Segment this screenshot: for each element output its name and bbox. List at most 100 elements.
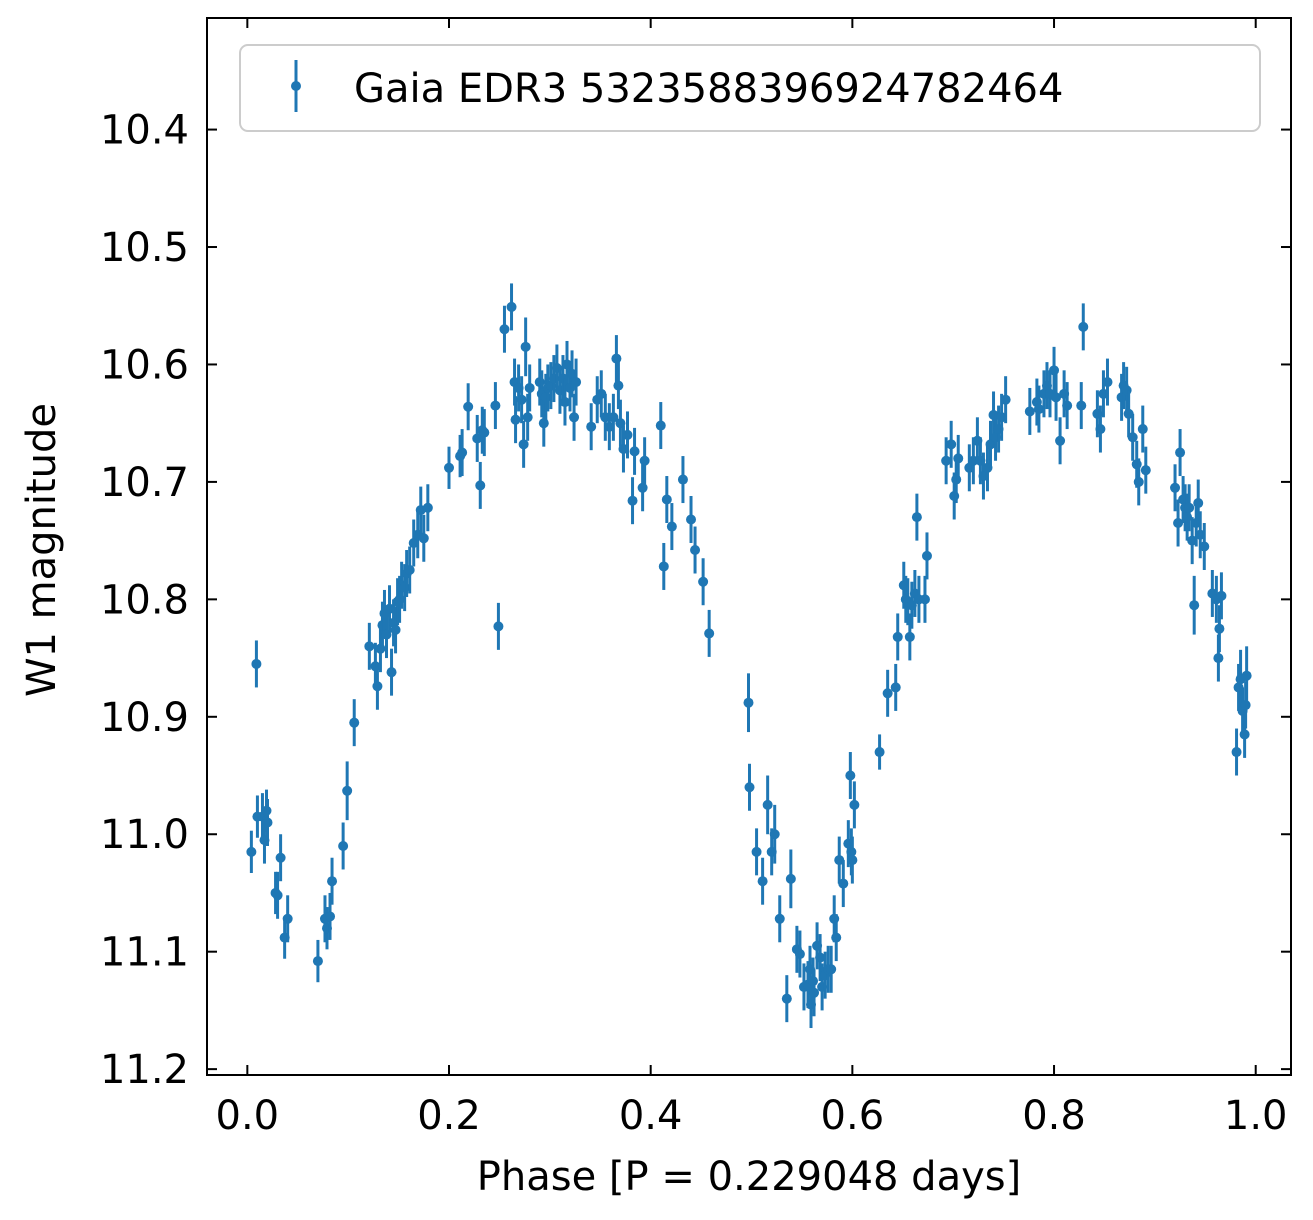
data-point xyxy=(874,734,885,770)
data-point xyxy=(743,673,754,733)
data-point xyxy=(390,606,401,654)
point-marker xyxy=(282,913,293,924)
point-marker xyxy=(342,785,353,796)
point-marker xyxy=(1199,541,1210,552)
point-marker xyxy=(834,855,845,866)
data-point xyxy=(911,493,922,541)
point-marker xyxy=(1055,435,1066,446)
data-point xyxy=(338,822,349,870)
data-point xyxy=(444,446,455,489)
point-marker xyxy=(751,846,762,857)
plot-frame xyxy=(206,17,1292,1076)
point-marker xyxy=(262,817,273,828)
point-marker xyxy=(781,993,792,1004)
data-point xyxy=(506,283,517,331)
point-marker xyxy=(794,949,805,960)
point-marker xyxy=(490,400,501,411)
data-point xyxy=(404,546,415,594)
data-point xyxy=(418,514,429,562)
point-marker xyxy=(996,412,1007,423)
point-marker xyxy=(312,956,323,967)
y-tick-label: 10.6 xyxy=(100,342,189,388)
point-marker xyxy=(444,462,455,473)
data-point xyxy=(751,828,762,876)
data-point xyxy=(1195,511,1206,559)
point-marker xyxy=(744,782,755,793)
point-marker xyxy=(275,852,286,863)
data-point xyxy=(364,622,375,670)
point-marker xyxy=(809,987,820,998)
point-marker xyxy=(815,952,826,963)
data-point xyxy=(1199,523,1210,570)
data-point xyxy=(834,836,845,884)
y-tick-label: 10.7 xyxy=(100,460,189,506)
point-marker xyxy=(629,446,640,457)
data-point xyxy=(1241,646,1252,706)
point-marker xyxy=(272,890,283,901)
data-point xyxy=(941,437,952,485)
point-marker xyxy=(613,380,624,391)
point-marker xyxy=(457,447,468,458)
data-point xyxy=(686,495,697,543)
data-point xyxy=(262,799,273,846)
data-point xyxy=(1051,373,1062,421)
point-marker xyxy=(422,502,433,513)
data-point xyxy=(690,526,701,574)
point-marker xyxy=(831,932,842,943)
data-point xyxy=(1173,499,1184,547)
point-marker xyxy=(493,621,504,632)
point-marker xyxy=(743,697,754,708)
data-point xyxy=(349,699,360,747)
data-point xyxy=(1062,382,1073,430)
point-marker xyxy=(826,964,837,975)
point-marker xyxy=(1239,729,1250,740)
data-point xyxy=(1000,376,1011,424)
data-point xyxy=(251,640,262,688)
point-marker xyxy=(327,876,338,887)
data-point xyxy=(493,602,504,650)
data-point xyxy=(600,393,611,441)
point-marker xyxy=(559,397,570,408)
point-marker xyxy=(586,421,597,432)
x-tick-label: 0.8 xyxy=(1022,1093,1086,1139)
point-marker xyxy=(1098,388,1109,399)
point-marker xyxy=(1173,518,1184,529)
data-point xyxy=(892,613,903,661)
data-point xyxy=(275,834,286,882)
point-marker xyxy=(390,624,401,635)
point-marker xyxy=(338,840,349,851)
data-point xyxy=(785,849,796,909)
data-point xyxy=(882,669,893,717)
data-point xyxy=(953,434,964,482)
point-marker xyxy=(911,512,922,523)
point-marker xyxy=(704,628,715,639)
data-point xyxy=(677,456,688,504)
point-marker xyxy=(1051,392,1062,403)
point-marker xyxy=(1062,400,1073,411)
data-point xyxy=(571,358,582,406)
point-marker xyxy=(1193,498,1204,509)
point-marker xyxy=(666,521,677,532)
point-marker xyxy=(774,913,785,924)
point-marker xyxy=(1175,447,1186,458)
point-marker xyxy=(1123,408,1134,419)
data-point xyxy=(1214,605,1225,653)
point-marker xyxy=(604,421,615,432)
point-marker xyxy=(622,429,633,440)
data-point xyxy=(1184,484,1195,532)
data-point xyxy=(698,558,709,606)
point-marker xyxy=(472,433,483,444)
data-point xyxy=(1055,417,1066,465)
x-axis-label: Phase [P = 0.229048 days] xyxy=(477,1154,1021,1200)
data-point xyxy=(567,350,578,398)
point-marker xyxy=(1195,529,1206,540)
data-point xyxy=(516,376,527,424)
data-point xyxy=(666,503,677,551)
data-point xyxy=(325,892,336,940)
data-point xyxy=(510,396,521,444)
data-point xyxy=(704,609,715,657)
data-point xyxy=(518,420,529,468)
point-marker xyxy=(968,455,979,466)
point-marker xyxy=(600,412,611,423)
data-point xyxy=(1123,390,1134,438)
